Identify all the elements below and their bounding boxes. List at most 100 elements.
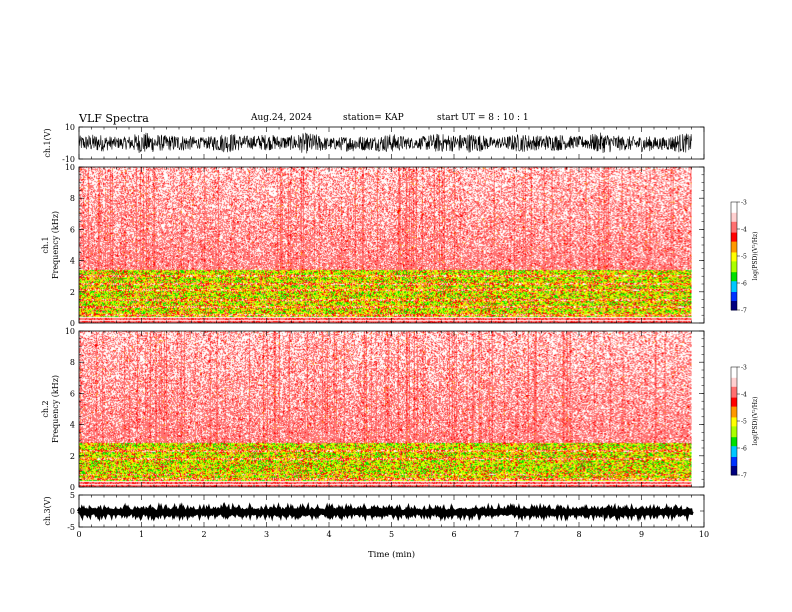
- colorbar-swatch: [731, 464, 737, 467]
- colorbar-swatch: [731, 467, 737, 471]
- x-tick-label: 7: [514, 530, 519, 539]
- colorbar-swatch: [731, 292, 737, 295]
- panel-ch1-waveform: 10 -10 ch.1(V): [43, 123, 705, 164]
- colorbar-swatch: [731, 275, 737, 279]
- colorbar-swatch: [731, 403, 737, 406]
- x-tick-label: 5: [389, 530, 394, 539]
- y-axis-label-channel: ch.2: [41, 400, 50, 417]
- colorbar-swatch: [731, 449, 737, 453]
- colorbar-swatch: [731, 457, 737, 460]
- colorbar-swatch: [731, 202, 737, 205]
- colorbar-swatch: [731, 368, 737, 372]
- waveform-trace: [76, 501, 694, 522]
- colorbar-swatch: [731, 207, 737, 210]
- colorbar-swatch: [731, 399, 737, 402]
- colorbar-swatch: [731, 370, 737, 373]
- y-tick-label: 5: [70, 491, 75, 500]
- colorbar-swatch: [731, 203, 737, 207]
- colorbar-swatch: [731, 229, 737, 232]
- y-tick-label: 4: [70, 421, 75, 430]
- colorbar-swatch: [731, 221, 737, 225]
- colorbar-swatch: [731, 306, 737, 309]
- x-tick-label: 9: [639, 530, 644, 539]
- colorbar-swatch: [731, 238, 737, 241]
- colorbar-swatch: [731, 259, 737, 262]
- colorbar-swatch: [731, 301, 737, 304]
- x-tick-label: 4: [326, 530, 331, 539]
- colorbar-swatch: [731, 216, 737, 219]
- colorbar-tick-label: -6: [741, 446, 747, 453]
- y-tick-label: 8: [70, 358, 75, 367]
- colorbar-swatch: [731, 279, 737, 282]
- station-label: station= KAP: [343, 113, 404, 123]
- colorbar-swatch: [731, 234, 737, 237]
- colorbar-swatch: [731, 239, 737, 243]
- x-tick-label: 10: [699, 530, 709, 539]
- colorbar-swatch: [731, 295, 737, 298]
- colorbar-swatch: [731, 257, 737, 261]
- colorbar-tick-label: -7: [741, 308, 747, 315]
- colorbar-swatch: [731, 212, 737, 216]
- colorbar: -3 -4 -5 -6 -7 log(PSD)(V²/Hz): [730, 200, 759, 315]
- colorbar-swatch: [731, 404, 737, 408]
- colorbar-swatch: [731, 243, 737, 246]
- y-axis-label-frequency: Frequency (kHz): [51, 211, 60, 279]
- colorbar-swatch: [731, 455, 737, 458]
- colorbar-swatch: [731, 440, 737, 444]
- colorbar-swatch: [731, 379, 737, 382]
- colorbar-swatch: [731, 286, 737, 289]
- y-axis-label-channel: ch.1: [41, 236, 50, 253]
- colorbar-swatch: [731, 220, 737, 223]
- colorbar-swatch: [731, 236, 737, 239]
- y-axis-label: ch.1(V): [43, 128, 52, 157]
- y-tick-label: 10: [65, 123, 75, 132]
- panel-ch2-spectrogram: 0 2 4 6 8 10 ch.2 Frequency (kHz) -3 -4 -5 -6 -7 log(…: [41, 327, 759, 492]
- y-axis-label-frequency: Frequency (kHz): [51, 375, 60, 443]
- colorbar-label: log(PSD)(V²/Hz): [752, 232, 759, 281]
- colorbar-swatch: [731, 297, 737, 300]
- colorbar-swatch: [731, 290, 737, 293]
- y-tick-label: -5: [67, 523, 75, 532]
- colorbar-swatch: [731, 417, 737, 420]
- colorbar-swatch: [731, 374, 737, 377]
- colorbar-swatch: [731, 241, 737, 244]
- colorbar-swatch: [731, 209, 737, 212]
- colorbar-swatch: [731, 390, 737, 393]
- colorbar-swatch: [731, 272, 737, 275]
- y-tick-label: 10: [65, 327, 75, 336]
- colorbar-swatch: [731, 388, 737, 391]
- colorbar-swatch: [731, 205, 737, 208]
- y-tick-label: 8: [70, 194, 75, 203]
- colorbar-swatch: [731, 284, 737, 288]
- spectrogram-image: [79, 331, 692, 487]
- colorbar-swatch: [731, 446, 737, 449]
- colorbar-swatch: [731, 453, 737, 456]
- y-tick-label: 6: [70, 225, 75, 234]
- colorbar-swatch: [731, 281, 737, 284]
- colorbar-swatch: [731, 448, 737, 451]
- colorbar-tick-label: -6: [741, 281, 747, 288]
- colorbar-swatch: [731, 288, 737, 291]
- panel-ch3-waveform: 5 0 -5 ch.3(V): [43, 491, 705, 532]
- colorbar-swatch: [731, 261, 737, 264]
- y-tick-label: 2: [70, 288, 75, 297]
- colorbar-tick-label: -4: [741, 392, 747, 399]
- colorbar-swatch: [731, 277, 737, 280]
- colorbar-swatch: [731, 265, 737, 268]
- colorbar-tick-label: -4: [741, 227, 747, 234]
- colorbar-swatch: [731, 299, 737, 302]
- colorbar-swatch: [731, 410, 737, 413]
- spectrogram-image: [79, 167, 692, 323]
- colorbar-swatch: [731, 232, 737, 235]
- y-tick-label: 0: [70, 483, 75, 492]
- panel-ch1-spectrogram: 0 2 4 6 8 10 ch.1 Frequency (kHz) -3 -4 -5 -6 -7 log(…: [41, 163, 759, 328]
- colorbar-swatch: [731, 462, 737, 465]
- colorbar-swatch: [731, 302, 737, 306]
- colorbar-swatch: [731, 451, 737, 454]
- x-axis-label: Time (min): [368, 549, 415, 560]
- colorbar-swatch: [731, 412, 737, 415]
- y-tick-label: 0: [70, 507, 75, 516]
- colorbar-swatch: [731, 394, 737, 397]
- colorbar-swatch: [731, 444, 737, 447]
